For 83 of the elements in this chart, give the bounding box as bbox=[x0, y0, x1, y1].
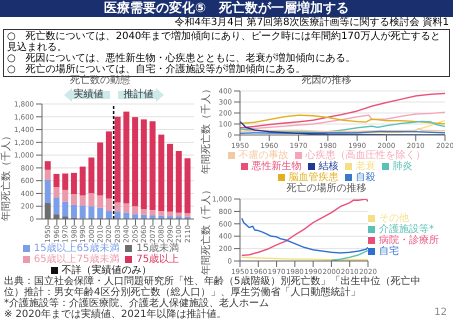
source-note: 出典：国立社会保障・人口問題研究所「性、年齢（5歳階級）別死亡数」「出生中位（死亡中位）推計：男女年齢4区分別死亡数（総人口）」、厚生労働省「人口動態統計」 bbox=[4, 276, 422, 298]
bar bbox=[53, 187, 60, 198]
y-axis-title: 年間死亡数（千人） bbox=[0, 130, 13, 220]
y-axis-title: 年間死亡数（千人） bbox=[200, 184, 212, 274]
legend-label: 15歳未満 bbox=[136, 243, 180, 254]
line-series bbox=[241, 199, 368, 256]
chart-title: 死亡数の動態 bbox=[69, 75, 131, 86]
bar bbox=[114, 202, 121, 212]
text: 実績値 bbox=[72, 89, 105, 101]
bar bbox=[106, 131, 112, 199]
legend-label: 自殺 bbox=[356, 172, 376, 183]
bar bbox=[132, 214, 138, 219]
bar bbox=[53, 198, 60, 214]
bar bbox=[132, 206, 138, 214]
bar bbox=[158, 211, 164, 216]
bar bbox=[62, 202, 68, 216]
bar bbox=[140, 209, 147, 215]
bar bbox=[114, 116, 121, 202]
text: 医療需要の変化⑤ 死亡数が一層増加する bbox=[0, 0, 453, 17]
bar bbox=[97, 208, 104, 219]
bar bbox=[176, 150, 182, 213]
bar bbox=[132, 117, 138, 206]
bar bbox=[62, 174, 68, 190]
legend-label: 老衰 bbox=[356, 161, 376, 172]
text: ○ 死亡の場所については、自宅・介護施設等が増加傾向にある。 bbox=[7, 64, 307, 75]
bar bbox=[88, 193, 94, 206]
text: 推計値 bbox=[122, 89, 155, 101]
text: ※ 2020年までは実績値、2021年以降は推計値。 bbox=[4, 309, 228, 320]
bar bbox=[150, 121, 156, 210]
chart-title: 死因の推移 bbox=[302, 75, 352, 86]
legend-label: その他 bbox=[379, 213, 409, 224]
bar bbox=[176, 212, 182, 216]
legend-label: 脳血管疾患 bbox=[288, 172, 338, 183]
y-axis-title: 年間死亡数（千人） bbox=[200, 84, 213, 174]
line-series bbox=[240, 114, 445, 124]
bar bbox=[80, 195, 86, 206]
bar bbox=[88, 206, 94, 218]
bar bbox=[97, 142, 104, 196]
text: 令和4年3月4日 第7回第8次医療計画等に関する検討会 資料1 bbox=[173, 17, 450, 28]
bar bbox=[44, 170, 51, 180]
bar bbox=[167, 212, 174, 216]
legend-label: 介護施設等* bbox=[379, 224, 434, 235]
legend-label: 不詳（実績値のみ） bbox=[62, 265, 152, 276]
bar bbox=[123, 212, 130, 219]
bar bbox=[106, 198, 112, 212]
bar bbox=[184, 158, 191, 214]
bar bbox=[140, 119, 147, 210]
bar bbox=[44, 180, 51, 204]
bar bbox=[53, 174, 60, 188]
bar bbox=[70, 204, 77, 218]
bar bbox=[106, 211, 112, 219]
bar bbox=[158, 134, 164, 212]
text: ○ 死因については、悪性新生物・心疾患とともに、老衰が増加傾向にある。 bbox=[7, 53, 357, 64]
bar bbox=[123, 203, 130, 213]
bar bbox=[167, 144, 174, 212]
bar bbox=[150, 210, 156, 216]
legend-label: 自宅 bbox=[379, 246, 399, 257]
bar bbox=[80, 166, 86, 196]
text: *介護施設等：介護医療院、介護老人保健施設、老人ホーム bbox=[4, 298, 270, 309]
bar bbox=[184, 213, 191, 217]
legend-label: 肺炎 bbox=[392, 161, 412, 172]
line-series bbox=[240, 92, 445, 129]
bar bbox=[88, 158, 94, 194]
bar bbox=[44, 161, 51, 170]
bar bbox=[123, 112, 130, 204]
legend-label: 75歳以上 bbox=[136, 254, 180, 265]
legend-label: 65歳以上75歳未満 bbox=[34, 254, 120, 265]
legend-label: 悪性新生物 bbox=[252, 161, 302, 172]
bar bbox=[114, 211, 121, 219]
legend-label: 15歳以上65歳未満 bbox=[34, 243, 120, 254]
bar bbox=[62, 190, 68, 202]
chart-title: 死亡の場所の推移 bbox=[286, 183, 366, 194]
bar bbox=[97, 195, 104, 208]
text: 12 bbox=[434, 307, 447, 318]
bar bbox=[80, 206, 86, 218]
text: ○ 死亡数については、2040年まで増加傾向にあり、ピーク時には年間約170万人が死亡すると見込まれる。 bbox=[7, 31, 442, 53]
bar bbox=[70, 194, 77, 205]
bar bbox=[70, 172, 77, 194]
legend-label: 結核 bbox=[318, 161, 338, 172]
legend-label: 病院・診療所 bbox=[379, 235, 439, 246]
legend-label: 不慮の事故 bbox=[238, 150, 288, 161]
line-series bbox=[240, 112, 445, 130]
legend-label: 心疾患（高血圧性を除く） bbox=[306, 150, 426, 161]
